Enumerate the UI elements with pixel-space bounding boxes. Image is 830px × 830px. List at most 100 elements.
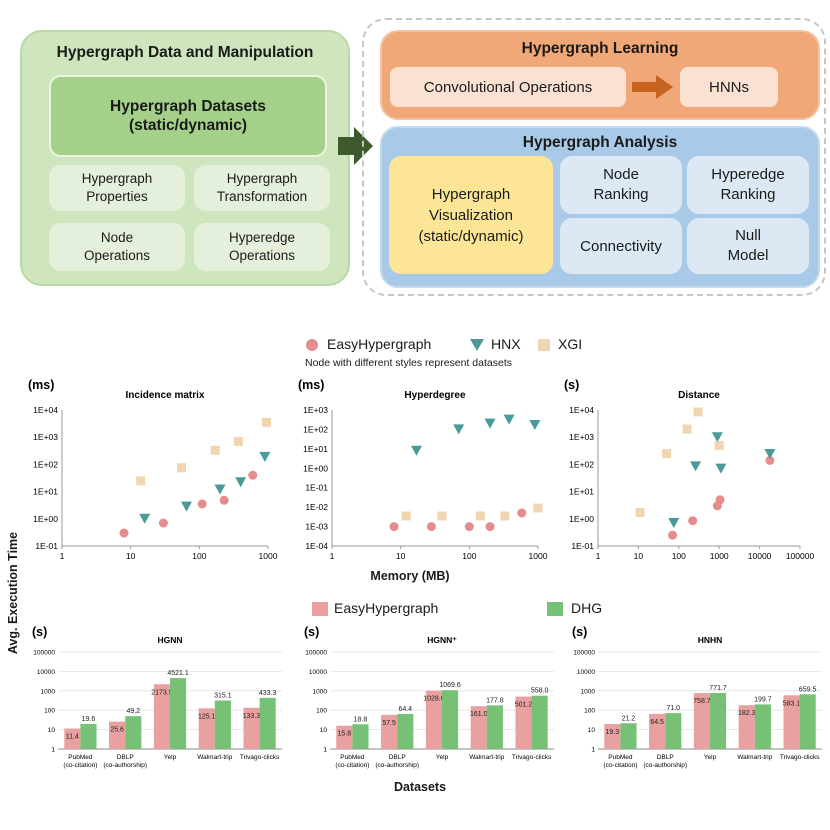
datasets-box: Hypergraph Datasets (static/dynamic) [49, 75, 327, 157]
bar-value-label: 64.4 [398, 706, 412, 713]
y-tick-label: 1E-01 [35, 541, 58, 551]
bar-easyhypergraph [470, 706, 487, 749]
y-tick-label: 1E+03 [569, 432, 594, 442]
bar-value-label: 19.6 [82, 716, 96, 723]
point-xgi [662, 449, 672, 459]
bar-dhg [799, 694, 816, 749]
point-xgi [437, 511, 447, 521]
bar-easyhypergraph [64, 728, 81, 749]
y-tick-label: 100000 [305, 650, 327, 657]
legend-dhg: DHG [571, 600, 603, 616]
point-easyhypergraph [517, 508, 527, 518]
bar-dhg [620, 723, 637, 749]
bar-value-label: 199.7 [754, 696, 772, 703]
x-tick-label: 100 [192, 551, 206, 561]
hyperedge-ranking-box: Hyperedge Ranking [687, 156, 809, 214]
bar-easyhypergraph [783, 695, 800, 749]
hyperdegree-chart: (ms) Hyperdegree 1E-04 1E-03 1E-02 1E-01 1E+00… [298, 378, 548, 561]
unit-label: (s) [572, 625, 587, 639]
point-xgi [635, 508, 645, 518]
x-tick-label: Walmart-trip [197, 754, 233, 761]
point-easyhypergraph [426, 522, 436, 532]
hgnn-plus-chart: (s) HGNN⁺ 1 10 100 1000 10000 100000 15.8 18.8 Pub… [304, 625, 554, 769]
y-tick-label: 1E+02 [569, 459, 594, 469]
x-tick-label: DBLP [117, 754, 134, 761]
point-easyhypergraph [248, 470, 258, 480]
bar-dhg [665, 713, 682, 749]
learning-panel: Hypergraph Learning Convolutional Operat… [380, 30, 820, 120]
point-xgi [682, 424, 692, 434]
analysis-panel: Hypergraph Analysis Hypergraph Visualiza… [380, 126, 820, 288]
chart-title: Distance [678, 390, 720, 401]
y-tick-label: 10 [588, 727, 596, 734]
y-tick-label: 10 [320, 727, 328, 734]
data-manipulation-title: Hypergraph Data and Manipulation [56, 44, 314, 61]
y-tick-label: 1000 [313, 688, 328, 695]
bar-easyhypergraph [649, 713, 666, 749]
y-tick-label: 1E+01 [569, 487, 594, 497]
point-easyhypergraph [715, 495, 725, 505]
bar-value-label: 71.0 [666, 705, 680, 712]
point-hnx [235, 477, 247, 488]
bar-value-label: 758.7 [693, 698, 711, 705]
bar-dhg [442, 690, 459, 749]
y-tick-label: 1E+04 [33, 405, 58, 415]
x-tick-label: (co-citation) [335, 762, 369, 769]
visualization-box: Hypergraph Visualization (static/dynamic… [389, 156, 553, 274]
connectivity-box: Connectivity [560, 218, 682, 274]
x-tick-label: Trivago-clicks [240, 754, 280, 761]
point-hnx [180, 501, 192, 512]
bar-dhg [754, 704, 771, 749]
x-tick-label: 100 [672, 551, 686, 561]
bar-value-label: 501.2 [515, 702, 533, 709]
x-tick-label: (co-citation) [63, 762, 97, 769]
bar-value-label: 133.3 [243, 713, 261, 720]
y-tick-label: 10 [48, 727, 56, 734]
hgnn-chart: (s) HGNN 1 10 100 1000 10000 100000 11.4 19.6 PubM… [32, 625, 282, 769]
point-easyhypergraph [389, 522, 399, 532]
x-tick-label: Walmart-trip [737, 754, 773, 761]
bar-value-label: 659.5 [799, 686, 817, 693]
y-tick-label: 1E+01 [303, 444, 328, 454]
bar-easyhypergraph [198, 708, 215, 749]
bar-value-label: 1028.6 [423, 696, 445, 703]
y-tick-label: 1E+00 [569, 514, 594, 524]
point-hnx [484, 418, 496, 429]
x-tick-label: 1000 [710, 551, 729, 561]
y-tick-label: 1E-03 [305, 522, 328, 532]
easyhypergraph-swatch-icon [312, 602, 328, 616]
y-tick-label: 10000 [309, 669, 327, 676]
unit-label: (ms) [28, 378, 54, 392]
distance-chart: (s) Distance 1E-01 1E+00 1E+01 1E+02 1E+03 1E+0… [564, 378, 814, 561]
y-tick-label: 1E+01 [33, 487, 58, 497]
point-xgi [533, 503, 543, 513]
point-easyhypergraph [197, 499, 207, 509]
bar-dhg [214, 700, 231, 749]
point-hnx [529, 419, 541, 430]
bar-dhg [125, 716, 142, 749]
bar-value-label: 64.5 [650, 719, 664, 726]
shared-y-axis-label: Avg. Execution Time [6, 531, 20, 655]
x-tick-label: 10 [396, 551, 406, 561]
y-tick-label: 1E-01 [571, 541, 594, 551]
unit-label: (s) [304, 625, 319, 639]
null-model-box: Null Model [687, 218, 809, 274]
y-tick-label: 1E+00 [303, 463, 328, 473]
bar-value-label: 433.3 [259, 690, 277, 697]
y-tick-label: 1 [51, 747, 55, 754]
scatter-legend: EasyHypergraph HNX XGI Node with differe… [305, 336, 605, 372]
point-hnx [214, 484, 226, 495]
analysis-title: Hypergraph Analysis [522, 134, 678, 151]
x-tick-label: DBLP [389, 754, 406, 761]
bar-value-label: 49.2 [126, 708, 140, 715]
point-xgi [136, 476, 146, 486]
right-dashed-container [362, 18, 826, 296]
bar-easyhypergraph [515, 696, 532, 749]
y-tick-label: 1000 [581, 688, 596, 695]
x-tick-label: DBLP [657, 754, 674, 761]
square-marker-icon [538, 339, 550, 351]
unit-label: (ms) [298, 378, 324, 392]
bar-dhg [397, 713, 414, 749]
bar-value-label: 558.0 [531, 688, 549, 695]
point-easyhypergraph [219, 495, 229, 505]
